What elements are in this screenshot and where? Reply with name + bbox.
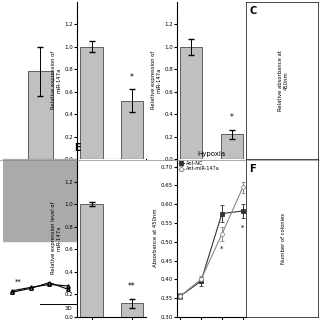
Y-axis label: Relative expression level of
miR-147a: Relative expression level of miR-147a [51, 202, 61, 274]
Bar [121, 101, 143, 159]
Text: C: C [250, 6, 257, 16]
Legend: Ant-NC, Ant-miR-147a: Ant-NC, Ant-miR-147a [178, 160, 220, 172]
Bar [121, 303, 143, 317]
Bar [3, 159, 77, 241]
Text: *: * [241, 225, 244, 231]
Text: 3D: 3D [64, 307, 72, 311]
Bar [28, 71, 53, 159]
Bar [80, 47, 103, 159]
Text: E: E [74, 143, 80, 153]
Text: *: * [220, 245, 224, 252]
Bar [180, 47, 203, 159]
Bar [80, 204, 103, 317]
Title: Hypoxia: Hypoxia [197, 151, 226, 157]
Text: F: F [250, 164, 256, 174]
Y-axis label: Relative expression of
miR-147a: Relative expression of miR-147a [51, 51, 61, 109]
Y-axis label: Relative expression of
miR-147a: Relative expression of miR-147a [151, 51, 161, 109]
Bar [220, 134, 243, 159]
Text: Number of colonies: Number of colonies [281, 212, 286, 264]
Text: *: * [230, 113, 234, 122]
Text: Relative absorbance at
450nm: Relative absorbance at 450nm [278, 50, 289, 111]
Text: **: ** [15, 279, 21, 285]
Text: *: * [130, 73, 134, 82]
Y-axis label: Absorbance at 450nm: Absorbance at 450nm [153, 209, 158, 267]
Text: **: ** [128, 282, 136, 291]
